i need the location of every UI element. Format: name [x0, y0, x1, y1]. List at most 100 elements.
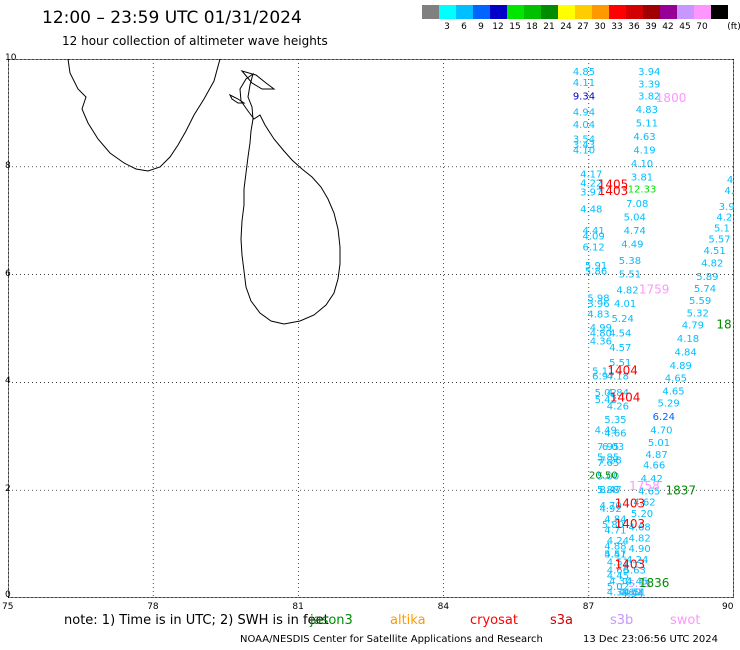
- colorbar-swatch: [626, 5, 643, 19]
- colorbar-swatch: [694, 5, 711, 19]
- wave-height-value: 5.57: [708, 234, 730, 245]
- wave-height-value: 4.79: [682, 321, 704, 332]
- longitude-tick-label: 90: [722, 602, 734, 612]
- wave-height-value: 4.66: [604, 428, 626, 439]
- wave-height-value: 3.82: [638, 91, 660, 102]
- sri-lanka-coastline: [67, 59, 341, 325]
- wave-height-value: 4.11: [573, 78, 595, 89]
- wave-height-value: 5.41: [604, 550, 626, 561]
- colorbar-tick-label: 3: [444, 22, 450, 32]
- pass-time-tag: 1403: [615, 517, 646, 531]
- colorbar-tick-label: 45: [679, 22, 691, 32]
- wave-height-value: 4.70: [599, 501, 621, 512]
- wave-height-value: 4.30: [609, 577, 631, 588]
- wave-height-value: 4.18: [607, 372, 629, 383]
- wave-height-value: 3.97: [580, 187, 602, 198]
- wave-height-value: 4.62: [633, 497, 655, 508]
- wave-height-value: 4.57: [604, 550, 626, 561]
- colorbar-tick-label: 33: [611, 22, 623, 32]
- colorbar-tick-label: 27: [577, 22, 589, 32]
- colorbar-swatch: [507, 5, 524, 19]
- wave-height-value: 4.19: [633, 145, 655, 156]
- wave-height-value: 4.71: [604, 525, 626, 536]
- wave-height-value: 4.68: [628, 523, 650, 534]
- wave-height-value: 7.28: [599, 455, 621, 466]
- longitude-tick-label: 75: [2, 602, 14, 612]
- wave-height-value: 4.70: [650, 426, 672, 437]
- wave-height-value: 4.66: [643, 461, 665, 472]
- colorbar-swatch: [456, 5, 473, 19]
- wave-height-value: 4.10: [573, 145, 595, 156]
- colorbar-swatch: [677, 5, 694, 19]
- observation-layer: 4.854.119.344.944.043.543.434.104.174.22…: [573, 67, 734, 598]
- colorbar-swatch: [473, 5, 490, 19]
- map-plot-area: 4.854.119.344.944.043.543.434.104.174.22…: [8, 59, 734, 598]
- wave-height-value: 4.2: [716, 213, 732, 224]
- colorbar-swatch: [422, 5, 439, 19]
- pass-time-tag: 1403: [598, 184, 629, 198]
- wave-height-value: 5.11: [636, 118, 658, 129]
- wave-height-value: 7.08: [626, 199, 648, 210]
- wave-height-value: 4.: [724, 186, 734, 197]
- colorbar-tick-label: 36: [628, 22, 640, 32]
- jaffna-peninsula-outline: [240, 70, 276, 90]
- wave-height-value: 3.54: [573, 135, 595, 146]
- wave-height-value: 4.41: [583, 226, 605, 237]
- pass-time-tag: 1404: [610, 390, 641, 404]
- wave-height-value: 4.48: [580, 205, 602, 216]
- wave-height-value: 4.88: [604, 541, 626, 552]
- wave-height-value: 5.86: [585, 267, 607, 278]
- wave-height-value: 5.91: [585, 261, 607, 272]
- wave-height-value: 4.51: [624, 587, 646, 598]
- colorbar-swatch: [660, 5, 677, 19]
- latitude-tick-label: 4: [5, 376, 11, 387]
- latitude-tick-label: 0: [5, 590, 11, 600]
- latitude-tick-label: 10: [5, 53, 17, 63]
- wave-height-value: 4.04: [573, 120, 595, 131]
- wave-height-value: 4.22: [580, 179, 602, 190]
- wave-height-value: 4.82: [701, 259, 723, 270]
- legend-satellite-swot: swot: [670, 613, 701, 628]
- wave-height-value: 4.49: [621, 240, 643, 251]
- wave-height-value: 5.35: [604, 415, 626, 426]
- colorbar-swatch: [575, 5, 592, 19]
- wave-height-value: 6.12: [583, 242, 605, 253]
- wave-height-value: 5.63: [624, 566, 646, 577]
- colorbar-unit: (ft): [727, 22, 740, 32]
- india-coast-outline: [67, 59, 221, 172]
- wave-height-value: 5.88: [597, 485, 619, 496]
- wave-height-value: 5.29: [658, 399, 680, 410]
- wave-height-value: 5.1: [714, 223, 730, 234]
- wave-height-value: 4.84: [607, 388, 629, 399]
- pass-time-tag: 1836: [639, 576, 670, 590]
- wave-height-value: 20.50: [589, 470, 618, 481]
- colorbar-tick-label: 18: [526, 22, 538, 32]
- latitude-tick-label: 2: [5, 484, 11, 495]
- agency-credit: NOAA/NESDIS Center for Satellite Applica…: [240, 634, 543, 645]
- colorbar-swatch: [592, 5, 609, 19]
- wave-height-value: 3.39: [638, 80, 660, 91]
- wave-height-value: 4.83: [636, 105, 658, 116]
- wave-height-value: 4.74: [624, 226, 646, 237]
- colorbar-tick-label: 30: [594, 22, 606, 32]
- pass-time-tag: 1403: [615, 496, 646, 510]
- colorbar-swatch: [609, 5, 626, 19]
- wave-height-value: 3.9: [719, 202, 734, 213]
- wave-height-value: 4.39: [607, 587, 629, 598]
- wave-height-value: 5.32: [687, 309, 709, 320]
- wave-height-value: 5.38: [619, 256, 641, 267]
- wave-height-value: 5.02: [607, 582, 629, 593]
- wave-height-value: 4.65: [662, 386, 684, 397]
- wave-height-value: 4.45: [626, 577, 648, 588]
- longitude-tick-label: 87: [582, 602, 595, 612]
- wave-height-value: 4.90: [628, 544, 650, 555]
- wave-height-value: 5.89: [696, 272, 718, 283]
- generation-timestamp: 13 Dec 23:06:56 UTC 2024: [583, 634, 718, 645]
- wave-height-value: 4.82: [628, 533, 650, 544]
- colorbar-swatch: [541, 5, 558, 19]
- colorbar-swatch: [439, 5, 456, 19]
- wave-height-value: 3.94: [638, 67, 660, 78]
- wave-height-value: 3.96: [587, 299, 609, 310]
- wave-height-value: 3.43: [573, 140, 595, 151]
